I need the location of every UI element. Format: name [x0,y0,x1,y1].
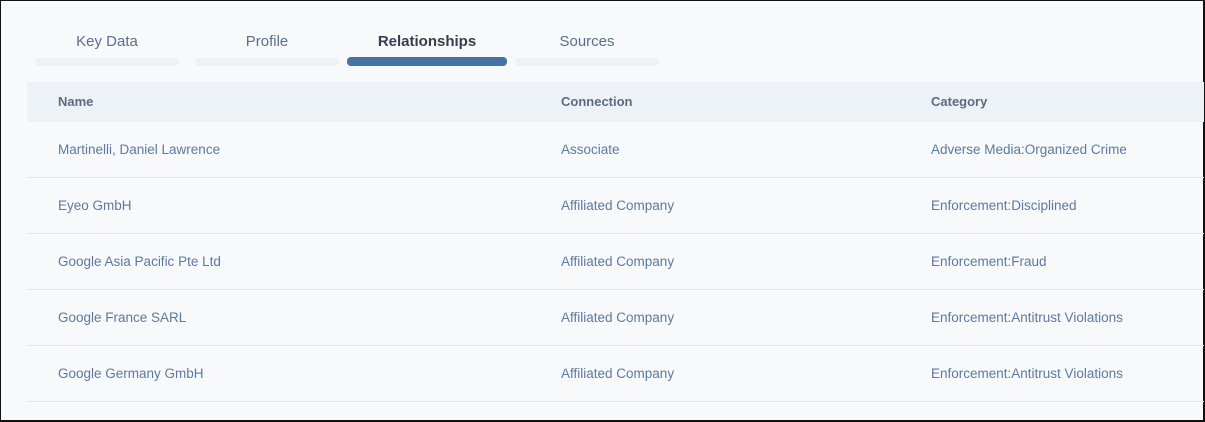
table-row[interactable]: Google Asia Pacific Pte Ltd Affiliated C… [27,234,1204,290]
table-header: Name Connection Category [27,82,1204,122]
tab-indicator-active [347,57,507,66]
tab-label: Key Data [76,33,138,50]
tab-label: Profile [245,33,289,50]
category-cell: Enforcement:Disciplined [931,198,1077,213]
connection-cell: Associate [561,142,620,157]
tab-relationships[interactable]: Relationships [347,31,507,67]
name-cell[interactable]: Eyeo GmbH [58,198,132,213]
table-row[interactable]: Martinelli, Daniel Lawrence Associate Ad… [27,122,1204,178]
connection-cell: Affiliated Company [561,254,675,269]
name-cell[interactable]: Google Asia Pacific Pte Ltd [58,254,221,269]
tab-label: Sources [559,33,615,50]
category-cell: Adverse Media:Organized Crime [931,142,1127,157]
connection-cell: Affiliated Company [561,310,675,325]
tab-indicator [515,58,659,66]
tab-key-data[interactable]: Key Data [35,31,179,67]
tab-indicator [195,58,339,66]
name-cell[interactable]: Google France SARL [58,310,187,325]
name-cell[interactable]: Google Germany GmbH [58,366,204,381]
column-header-category[interactable]: Category [931,94,988,109]
category-cell: Enforcement:Fraud [931,254,1047,269]
category-cell: Enforcement:Antitrust Violations [931,310,1123,325]
table-row[interactable]: Eyeo GmbH Affiliated Company Enforcement… [27,178,1204,234]
table-row[interactable]: Google France SARL Affiliated Company En… [27,290,1204,346]
tab-indicator [35,58,179,66]
column-header-name[interactable]: Name [58,94,94,109]
table-row[interactable]: Google Germany GmbH Affiliated Company E… [27,346,1204,402]
column-header-connection[interactable]: Connection [561,94,633,109]
category-cell: Enforcement:Antitrust Violations [931,366,1123,381]
name-cell[interactable]: Martinelli, Daniel Lawrence [58,142,221,157]
connection-cell: Affiliated Company [561,198,675,213]
connection-cell: Affiliated Company [561,366,675,381]
tab-profile[interactable]: Profile [195,31,339,67]
tab-label: Relationships [377,33,477,50]
tab-sources[interactable]: Sources [515,31,659,67]
